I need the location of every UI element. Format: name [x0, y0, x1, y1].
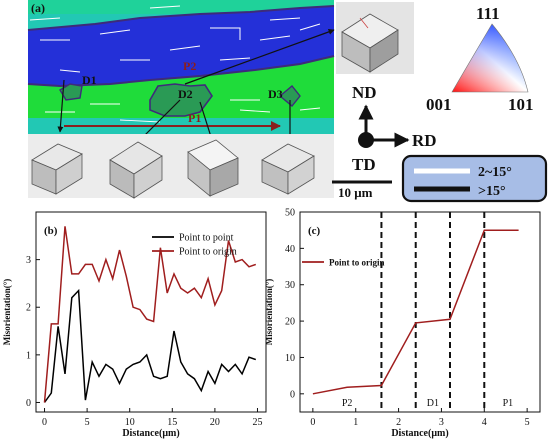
boundary-legend: 2~15° >15° — [401, 154, 548, 203]
orientation-cube-d1 — [31, 143, 83, 195]
orientation-cube-d2 — [109, 141, 163, 199]
y-tick-label: 10 — [285, 353, 295, 364]
legend-label: Point to origin — [329, 258, 385, 268]
chart-b: 0 5 10 15 20 25 0 1 2 3 Distance(μm) Misorientation… — [2, 211, 267, 439]
y-tick-label: 30 — [285, 280, 295, 291]
point-label-p2: P2 — [183, 59, 196, 73]
panel-label: (b) — [44, 225, 58, 237]
x-tick-label: 1 — [353, 417, 358, 428]
point-label-d2: D2 — [178, 87, 193, 101]
x-tick-label: 3 — [439, 417, 444, 428]
y-tick-label: 0 — [290, 389, 295, 400]
td-axis-label: TD — [352, 155, 376, 174]
rd-axis-label: RD — [412, 131, 437, 150]
x-tick-label: 25 — [252, 417, 262, 428]
legend-high-angle-label: >15° — [478, 184, 506, 199]
y-axis-label: Misorientation(°) — [2, 279, 12, 346]
scale-bar-label: 10 μm — [338, 185, 373, 200]
x-tick-label: 5 — [85, 417, 90, 428]
orientation-cube-p2 — [341, 13, 399, 73]
y-axis-label: Misorientation(°) — [264, 279, 274, 346]
y-tick-label: 2 — [26, 303, 31, 314]
ipf-label-001: 001 — [426, 95, 452, 114]
td-axis-dot — [358, 132, 374, 148]
ebsd-map — [27, 0, 335, 141]
plot-frame — [35, 211, 267, 413]
point-label-d1: D1 — [82, 73, 97, 87]
x-tick-label: 15 — [167, 417, 177, 428]
ipf-color-key: 111 001 101 — [426, 4, 534, 114]
x-tick-label: 5 — [525, 417, 530, 428]
nd-axis-label: ND — [352, 83, 377, 102]
point-label-p1: P1 — [188, 111, 201, 125]
ipf-label-101: 101 — [508, 95, 534, 114]
y-tick-label: 50 — [285, 208, 295, 219]
x-tick-label: 0 — [42, 417, 47, 428]
series-line-1 — [43, 288, 257, 403]
point-label-d3: D3 — [268, 87, 283, 101]
orientation-cube-d3 — [261, 143, 315, 195]
y-tick-label: 3 — [26, 255, 31, 266]
x-axis-label: Distance(μm) — [122, 428, 179, 439]
y-tick-label: 20 — [285, 317, 295, 328]
legend-low-angle-label: 2~15° — [478, 165, 512, 180]
panel-a: (a) P2 D1 D2 D3 P1 — [27, 0, 548, 203]
ipf-label-111: 111 — [476, 4, 500, 23]
x-axis-label: Distance(μm) — [391, 428, 448, 439]
x-tick-label: 4 — [482, 417, 487, 428]
x-tick-label: 20 — [210, 417, 220, 428]
plot-frame — [299, 211, 541, 413]
panel-a-label: (a) — [31, 1, 45, 15]
y-tick-label: 0 — [26, 398, 31, 409]
chart-c: 0 1 2 3 4 501020304050Distance(μm)Misorientat… — [264, 208, 541, 439]
x-tick-label: 10 — [125, 417, 135, 428]
x-tick-label: 0 — [310, 417, 315, 428]
legend-label: Point to origin — [179, 247, 237, 258]
region-label: D1 — [427, 398, 439, 409]
sample-axes: ND RD TD — [352, 83, 437, 174]
legend-label: Point to point — [179, 233, 234, 244]
panel-label: (c) — [308, 225, 321, 237]
y-tick-label: 40 — [285, 244, 295, 255]
x-tick-label: 2 — [396, 417, 401, 428]
region-label: P2 — [342, 398, 353, 409]
series-line-1 — [312, 229, 519, 395]
orientation-cube-p1 — [187, 139, 239, 197]
series-line-2 — [43, 226, 257, 403]
region-label: P1 — [503, 398, 514, 409]
y-tick-label: 1 — [26, 350, 31, 361]
